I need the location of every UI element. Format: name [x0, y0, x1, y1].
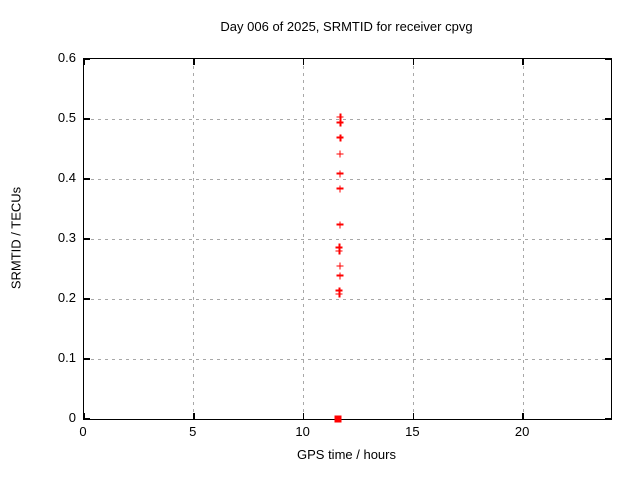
y-tick-label: 0.2: [57, 290, 76, 305]
x-tick-bottom: [412, 413, 415, 419]
x-tick-top: [302, 59, 305, 65]
y-gridline: [84, 358, 611, 360]
y-tick-right: [605, 58, 611, 60]
data-point-square: [334, 415, 342, 423]
x-tick-label: 15: [405, 424, 420, 439]
x-tick-top: [193, 59, 195, 65]
y-tick-left: [84, 58, 90, 60]
data-point-plus: [336, 150, 344, 158]
x-tick-label: 5: [189, 424, 197, 439]
y-tick-left: [84, 238, 90, 240]
y-gridline: [84, 298, 611, 300]
chart-title: Day 006 of 2025, SRMTID for receiver cpv…: [220, 19, 473, 34]
data-point-plus: [336, 134, 344, 142]
y-tick-label: 0.1: [57, 350, 76, 365]
x-tick-bottom: [522, 413, 524, 419]
y-tick-right: [605, 418, 611, 420]
y-tick-left: [84, 298, 90, 300]
x-tick-bottom: [193, 413, 195, 419]
data-point-plus: [336, 119, 344, 127]
data-point-plus: [336, 272, 344, 280]
data-point-plus: [336, 113, 344, 121]
plot-area: [83, 58, 612, 423]
y-tick-right: [605, 118, 611, 120]
data-point-plus: [336, 221, 344, 229]
x-tick-label: 0: [79, 424, 87, 439]
y-tick-label: 0.4: [57, 170, 76, 185]
data-point-plus: [335, 290, 343, 298]
y-tick-label: 0: [68, 410, 76, 425]
data-point-plus: [335, 243, 343, 251]
x-gridline: [193, 59, 195, 419]
y-gridline: [84, 118, 611, 120]
y-tick-right: [605, 358, 611, 360]
data-point-plus: [336, 185, 344, 193]
x-tick-top: [522, 59, 524, 65]
x-gridline: [303, 59, 305, 419]
data-point-plus: [335, 247, 343, 255]
y-tick-right: [605, 178, 611, 180]
y-tick-right: [605, 238, 611, 240]
y-gridline: [84, 178, 611, 180]
data-point-plus: [336, 170, 344, 178]
y-tick-label: 0.6: [57, 50, 76, 65]
data-point-plus: [335, 287, 343, 295]
x-tick-top: [83, 59, 85, 65]
y-tick-right: [605, 298, 611, 300]
y-tick-left: [84, 418, 90, 420]
y-tick-left: [84, 118, 90, 120]
x-tick-bottom: [83, 413, 85, 419]
x-tick-top: [412, 59, 415, 65]
x-axis-label: GPS time / hours: [297, 447, 396, 462]
x-gridline: [412, 59, 414, 419]
y-tick-left: [84, 358, 90, 360]
y-tick-left: [84, 178, 90, 180]
y-tick-label: 0.5: [57, 110, 76, 125]
x-tick-label: 20: [514, 424, 530, 439]
x-tick-label: 10: [295, 424, 310, 439]
y-gridline: [84, 238, 611, 240]
x-tick-bottom: [302, 413, 305, 419]
y-tick-label: 0.3: [57, 230, 76, 245]
x-gridline: [522, 59, 524, 419]
data-point-plus: [336, 262, 344, 270]
